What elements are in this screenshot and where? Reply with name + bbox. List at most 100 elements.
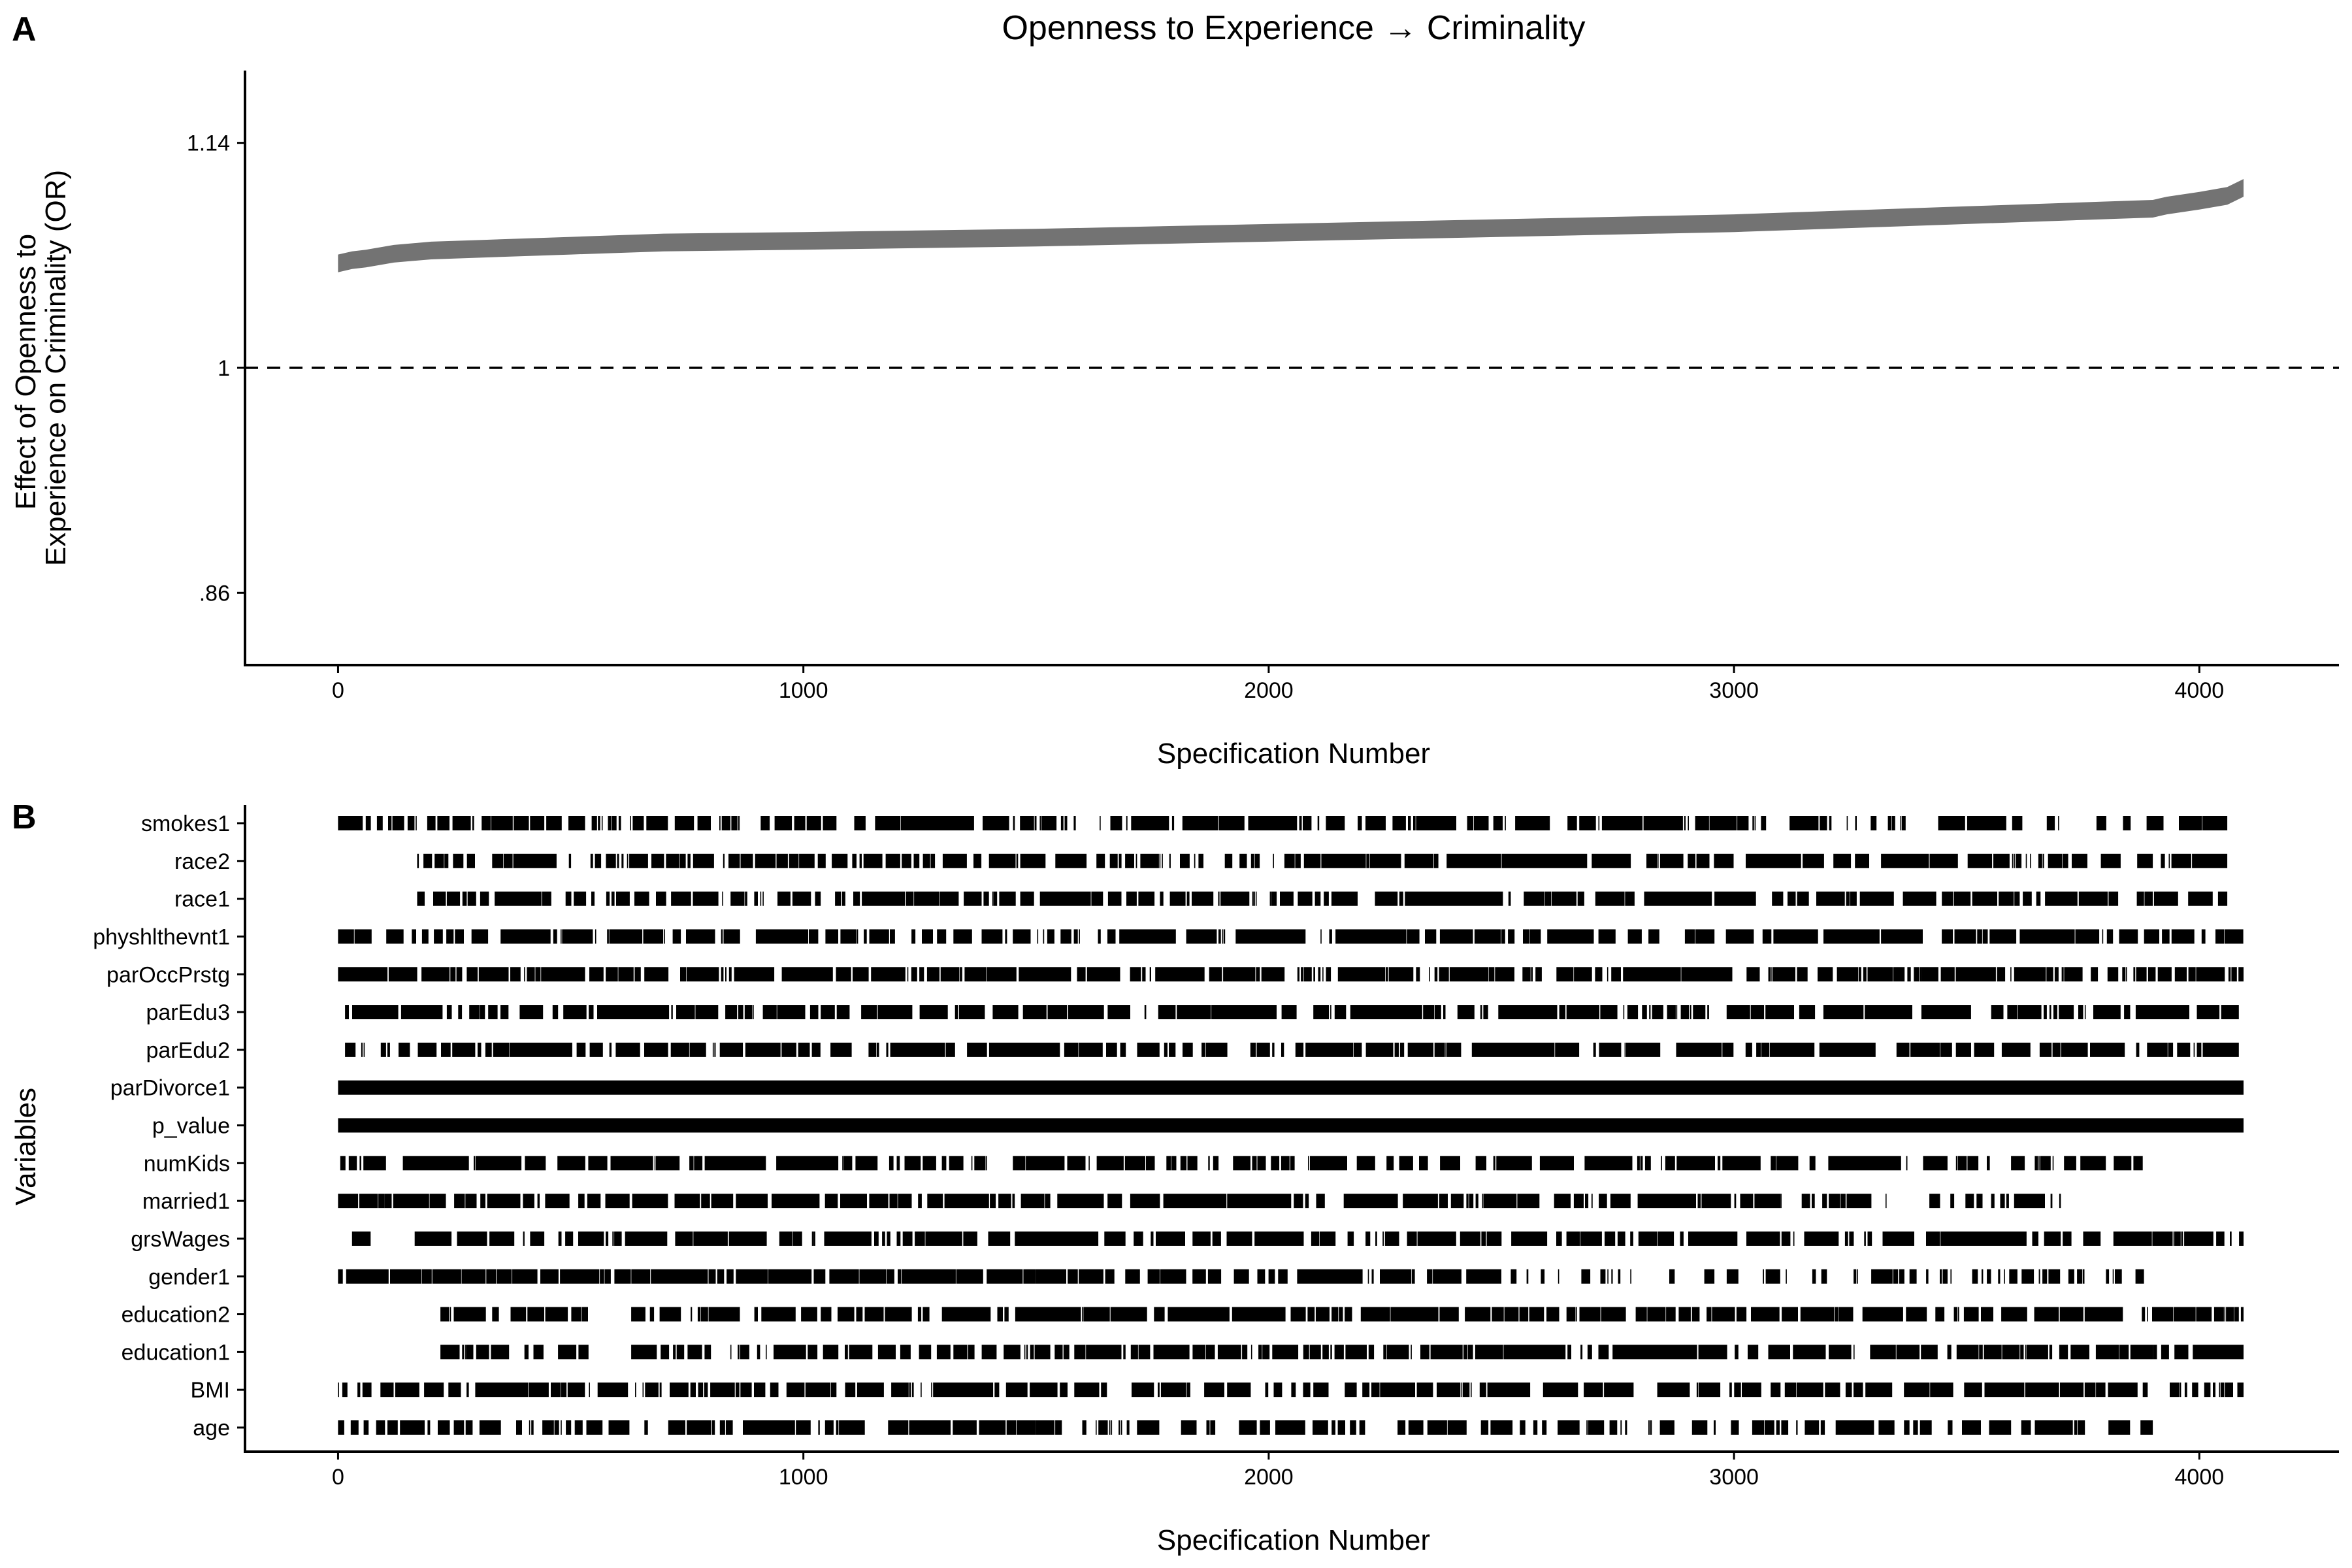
inclusion-mark — [2039, 1042, 2052, 1057]
panel-b-variable-rows: smokes1race2race1physhlthevnt1parOccPrst… — [93, 811, 2244, 1441]
inclusion-mark — [1211, 1005, 1277, 1020]
inclusion-mark — [1751, 1307, 1780, 1322]
inclusion-mark — [1799, 1005, 1816, 1020]
inclusion-mark — [441, 1042, 451, 1057]
inclusion-mark — [568, 853, 572, 868]
variable-row: parDivorce1 — [110, 1076, 2244, 1101]
inclusion-mark — [821, 1307, 832, 1322]
inclusion-mark — [1272, 1345, 1299, 1360]
inclusion-mark — [2025, 1382, 2059, 1397]
inclusion-mark — [1362, 1382, 1370, 1397]
inclusion-mark — [781, 1042, 796, 1057]
inclusion-mark — [1722, 1042, 1734, 1057]
inclusion-mark — [1531, 967, 1533, 982]
inclusion-mark — [918, 1194, 922, 1209]
inclusion-mark — [417, 1042, 437, 1057]
variable-row: married1 — [142, 1189, 2061, 1214]
panel-b-x-ticks: 0 1000 2000 3000 4000 — [332, 1452, 2224, 1490]
inclusion-mark — [1893, 967, 1905, 982]
inclusion-mark — [444, 853, 449, 868]
inclusion-mark — [1493, 1156, 1495, 1171]
inclusion-mark — [1584, 1382, 1603, 1397]
inclusion-mark — [1612, 1345, 1697, 1360]
inclusion-mark — [424, 1382, 444, 1397]
inclusion-mark — [1295, 853, 1301, 868]
inclusion-mark — [1106, 1042, 1117, 1057]
inclusion-mark — [1957, 1156, 1967, 1171]
inclusion-mark — [2038, 1269, 2040, 1284]
inclusion-mark — [1163, 1194, 1227, 1209]
inclusion-mark — [1771, 967, 1772, 982]
inclusion-mark — [606, 853, 616, 868]
inclusion-mark — [2136, 891, 2144, 906]
inclusion-mark — [1624, 1042, 1626, 1057]
inclusion-mark — [2040, 1156, 2051, 1171]
inclusion-mark — [1972, 891, 1997, 906]
inclusion-mark — [1649, 1005, 1651, 1020]
inclusion-mark — [1218, 929, 1221, 944]
variable-row: parOccPrstg — [106, 962, 2244, 987]
inclusion-mark — [589, 1042, 603, 1057]
inclusion-mark — [2106, 929, 2114, 944]
inclusion-mark — [1313, 967, 1315, 982]
inclusion-mark — [1365, 816, 1386, 830]
inclusion-mark — [2174, 1345, 2189, 1360]
inclusion-mark — [512, 1269, 538, 1284]
inclusion-mark — [902, 853, 911, 868]
inclusion-mark — [1965, 1194, 1974, 1209]
inclusion-mark — [1926, 1269, 1929, 1284]
inclusion-mark — [1821, 1269, 1827, 1284]
inclusion-mark — [1729, 1382, 1732, 1397]
inclusion-mark — [2197, 1042, 2202, 1057]
inclusion-mark — [525, 1156, 546, 1171]
inclusion-mark — [1020, 816, 1034, 830]
inclusion-mark — [1297, 967, 1299, 982]
inclusion-mark — [466, 967, 478, 982]
inclusion-mark — [1023, 1269, 1036, 1284]
inclusion-mark — [1254, 1231, 1304, 1246]
inclusion-mark — [1688, 1231, 1738, 1246]
inclusion-mark — [1991, 1194, 1995, 1209]
inclusion-mark — [2017, 1005, 2042, 1020]
inclusion-mark — [1520, 1420, 1526, 1435]
inclusion-mark — [1347, 1231, 1354, 1246]
inclusion-mark — [1954, 929, 1976, 944]
inclusion-mark — [642, 1382, 644, 1397]
inclusion-mark — [1828, 1156, 1829, 1171]
inclusion-mark — [1460, 1231, 1480, 1246]
inclusion-mark — [1635, 1307, 1647, 1322]
inclusion-mark — [1291, 1382, 1296, 1397]
inclusion-mark — [890, 1042, 945, 1057]
inclusion-mark — [338, 1420, 344, 1435]
inclusion-mark — [798, 1042, 810, 1057]
inclusion-mark — [1475, 1156, 1486, 1171]
inclusion-mark — [1273, 1382, 1282, 1397]
inclusion-mark — [454, 1194, 465, 1209]
inclusion-mark — [2038, 1156, 2040, 1171]
inclusion-mark — [1605, 1231, 1616, 1246]
inclusion-mark — [877, 1345, 896, 1360]
inclusion-mark — [438, 1420, 450, 1435]
inclusion-mark — [1411, 1269, 1415, 1284]
inclusion-mark — [813, 1231, 815, 1246]
inclusion-mark — [576, 1420, 583, 1435]
inclusion-mark — [2140, 1420, 2153, 1435]
inclusion-mark — [2146, 816, 2164, 830]
inclusion-mark — [1301, 967, 1304, 982]
inclusion-mark — [1796, 1382, 1823, 1397]
inclusion-mark — [1144, 1005, 1147, 1020]
inclusion-mark — [2196, 1307, 2212, 1322]
inclusion-mark — [1659, 853, 1684, 868]
inclusion-mark — [553, 929, 557, 944]
inclusion-mark — [2224, 1307, 2226, 1322]
inclusion-mark — [1271, 891, 1277, 906]
inclusion-mark — [986, 1156, 987, 1171]
inclusion-mark — [1309, 1345, 1321, 1360]
inclusion-mark — [825, 929, 838, 944]
inclusion-mark — [941, 1307, 991, 1322]
inclusion-mark — [606, 1231, 609, 1246]
inclusion-mark — [1987, 1269, 1991, 1284]
inclusion-mark — [687, 967, 719, 982]
inclusion-mark — [1855, 816, 1857, 830]
inclusion-mark — [2048, 853, 2063, 868]
